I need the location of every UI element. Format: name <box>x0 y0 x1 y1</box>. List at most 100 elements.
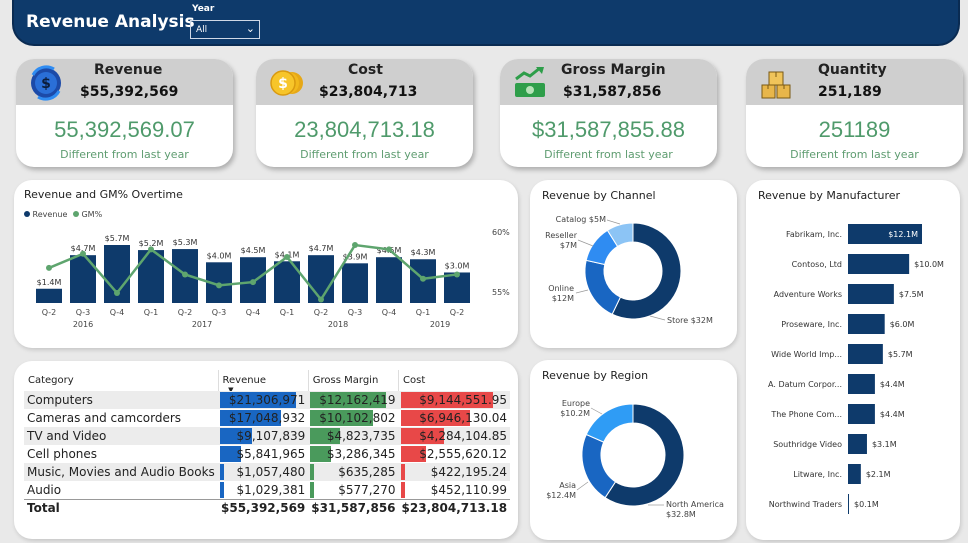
manufacturer-bar <box>848 224 922 244</box>
revenue-by-region-panel[interactable]: Revenue by Region North America $32.8M Asi… <box>530 360 737 540</box>
donut-slice <box>604 403 685 507</box>
data-bar <box>310 392 387 408</box>
data-label: $3.1M <box>872 440 897 449</box>
kpi-card-quantity[interactable]: Quantity 251,189 251189 Different from l… <box>746 59 963 167</box>
slice-label: $12.4M <box>546 491 576 500</box>
y2-tick-label: 55% <box>492 288 510 297</box>
region-donut-chart: North America$32.8M Asia$12.4M Europe$10.2… <box>546 399 724 519</box>
svg-text:$: $ <box>41 76 51 92</box>
table-cell-revenue: $1,057,480 <box>218 463 309 481</box>
data-bar <box>220 410 281 426</box>
table-cell-name: Audio <box>27 482 62 497</box>
column-header-category[interactable]: Category <box>28 375 74 386</box>
year-filter-dropdown[interactable]: All ⌄ <box>190 20 260 39</box>
sort-desc-icon: ▼ <box>228 386 234 394</box>
legend-revenue: Revenue <box>32 210 68 219</box>
kpi-value: $31,587,856 <box>563 84 662 100</box>
manufacturer-bar <box>848 374 875 394</box>
data-label: $4.3M <box>411 248 436 257</box>
slice-label: Europe <box>562 399 590 408</box>
table-row[interactable]: TV and Video $9,107,839 $4,823,735 $4,284,1… <box>24 427 511 445</box>
kpi-label: Quantity <box>818 62 887 78</box>
category-label: Southridge Video <box>773 440 842 449</box>
channel-donut-chart: Store $32M Online$12M Reseller$7M Catalog $… <box>545 215 713 325</box>
data-label: $5.3M <box>173 238 198 247</box>
donut-slice <box>606 222 634 248</box>
leader-line <box>576 481 589 491</box>
revenue-gm-overtime-panel[interactable]: Revenue and GM% Overtime Revenue GM% $1.… <box>14 180 518 348</box>
slice-label: Reseller <box>545 231 578 240</box>
revenue-by-channel-panel[interactable]: Revenue by Channel Store $32M Online $12M R… <box>530 180 737 348</box>
revenue-by-manufacturer-panel[interactable]: Revenue by Manufacturer Fabrikam, Inc. $1… <box>746 180 960 540</box>
tick-label: Q-1 <box>280 308 295 317</box>
data-bar <box>220 464 224 480</box>
slice-label: Store $32M <box>667 316 713 325</box>
column-header-gross-margin[interactable]: Gross Margin <box>307 370 399 391</box>
table-cell-name: TV and Video <box>24 427 218 445</box>
data-label: $4.7M <box>309 244 334 253</box>
category-label: The Phone Com... <box>770 410 842 419</box>
kpi-label: Revenue <box>94 62 163 78</box>
data-label: $5.7M <box>105 234 130 243</box>
tick-label: Q-3 <box>212 308 227 317</box>
table-row[interactable]: Cell phones $5,841,965 $3,286,345 $2,555,62… <box>24 445 510 463</box>
data-label: $4.4M <box>880 410 905 419</box>
year-label: 2019 <box>430 320 450 329</box>
tick-label: Q-3 <box>348 308 363 317</box>
table-row[interactable]: Cameras and camcorders $17,048,932 $10,102… <box>24 409 510 427</box>
data-label: $12.1M <box>888 230 918 239</box>
table-cell-revenue: $9,107,839 <box>218 427 309 445</box>
revenue-bar <box>36 288 62 303</box>
manufacturer-bar <box>848 464 861 484</box>
revenue-bar <box>138 250 164 303</box>
category-table[interactable]: Category Revenue ▼ Gross Margin Cost Comp… <box>24 370 511 517</box>
leader-line <box>577 239 594 247</box>
column-header-revenue[interactable]: Revenue ▼ <box>217 370 309 394</box>
kpi-value: $55,392,569 <box>80 84 179 100</box>
table-row[interactable]: Music, Movies and Audio Books $1,057,480 $… <box>24 463 511 481</box>
kpi-diff-label: Different from last year <box>60 148 189 161</box>
total-cell-revenue: $55,392,569 <box>218 498 309 517</box>
table-cell-cost: $9,144,551.95 <box>398 391 511 409</box>
legend-gm: GM% <box>81 210 103 219</box>
data-bar <box>310 446 331 462</box>
chart-title: Revenue by Manufacturer <box>758 189 901 202</box>
table-cell-gm: $10,102,802 <box>308 409 398 427</box>
gm-point <box>250 279 256 286</box>
data-label: $3.9M <box>343 252 368 261</box>
column-header-cost[interactable]: Cost <box>398 370 511 391</box>
table-row[interactable]: Computers $21,306,971 $12,162,419 $9,144,55… <box>24 391 511 409</box>
chart-legend: Revenue GM% <box>24 210 102 219</box>
table-total-row: Total $55,392,569 $31,587,856 $23,804,713.1… <box>24 498 511 517</box>
data-label: $5.7M <box>888 350 913 359</box>
slice-label: $32.8M <box>666 510 696 519</box>
kpi-card-revenue[interactable]: $ Revenue $55,392,569 55,392,569.07 Diff… <box>16 59 233 167</box>
kpi-card-cost[interactable]: $ Cost $23,804,713 23,804,713.18 Differe… <box>256 59 473 167</box>
manufacturer-bar <box>848 404 875 424</box>
tick-label: Q-2 <box>314 308 329 317</box>
data-label: $1.4M <box>37 278 62 287</box>
revenue-icon: $ <box>31 65 61 101</box>
data-bar <box>310 428 341 444</box>
donut-slice <box>611 222 682 320</box>
kpi-card-gross-margin[interactable]: Gross Margin $31,587,856 $31,587,855.88 … <box>500 59 717 167</box>
gm-point <box>80 250 86 257</box>
leader-line <box>590 407 603 415</box>
tick-label: Q-1 <box>144 308 159 317</box>
table-cell-revenue: $1,029,381 <box>218 481 308 499</box>
revenue-gm-chart: $1.4M Q-2 $4.7M Q-3 $5.7M Q-4 $5.2M Q-1 $5.3M Q-2… <box>36 228 510 329</box>
kpi-big-value: $31,587,855.88 <box>532 117 685 142</box>
table-cell-gm: $577,270 <box>308 481 398 499</box>
year-filter-label: Year <box>192 4 215 14</box>
data-bar <box>400 482 406 498</box>
kpi-value: 251,189 <box>818 84 882 100</box>
data-label: $4.4M <box>880 380 905 389</box>
category-label: Wide World Imp... <box>771 350 842 359</box>
gm-point <box>216 282 222 289</box>
year-filter-value: All <box>196 25 208 35</box>
table-cell-gm: $635,285 <box>308 463 399 481</box>
table-row[interactable]: Audio $1,029,381 $577,270 $452,110.99 <box>24 481 510 499</box>
tick-label: Q-4 <box>246 308 261 317</box>
page-title: Revenue Analysis <box>26 12 195 32</box>
tick-label: Q-2 <box>42 308 57 317</box>
